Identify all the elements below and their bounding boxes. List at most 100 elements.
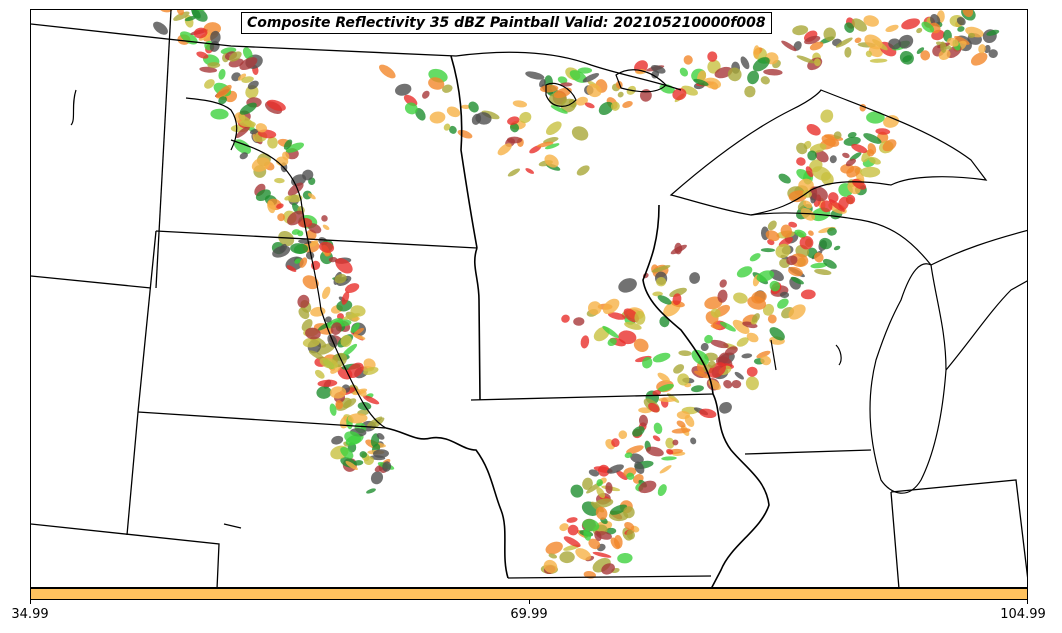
paintball-blob-469 xyxy=(673,364,685,374)
paintball-blob-639 xyxy=(901,18,920,30)
paintball-blob-84 xyxy=(245,85,259,99)
paintball-blob-775 xyxy=(659,316,670,328)
paintball-blob-409 xyxy=(760,248,775,253)
paintball-blob-556 xyxy=(812,166,831,181)
paintball-blob-75 xyxy=(173,11,190,21)
paintball-blob-111 xyxy=(196,51,209,59)
paintball-blob-185 xyxy=(376,433,385,440)
paintball-blob-381 xyxy=(653,422,663,435)
paintball-blob-539 xyxy=(707,360,716,369)
lake-huron-shore xyxy=(930,229,1027,266)
boundary-ia-mo xyxy=(507,575,712,579)
colorbar-tick-mark-2 xyxy=(1027,600,1028,604)
paintball-blob-593 xyxy=(844,22,855,33)
paintball-blob-403 xyxy=(808,230,814,236)
paintball-blob-179 xyxy=(191,10,201,19)
paintball-blob-518 xyxy=(788,266,803,277)
paintball-blob-618 xyxy=(760,76,770,85)
paintball-blob-392 xyxy=(767,314,777,324)
paintball-blob-145 xyxy=(307,193,316,200)
paintball-blob-413 xyxy=(723,379,733,389)
paintball-blob-759 xyxy=(602,325,619,339)
paintball-blob-399 xyxy=(733,292,748,304)
paintball-blob-306 xyxy=(734,371,744,380)
paintball-blob-773 xyxy=(607,338,617,347)
paintball-blob-778 xyxy=(618,278,637,293)
paintball-blob-685 xyxy=(986,29,1000,36)
paintball-blob-397 xyxy=(699,408,717,419)
paintball-blob-114 xyxy=(237,73,247,81)
paintball-blob-674 xyxy=(693,78,709,86)
paintball-blob-681 xyxy=(864,34,883,50)
paintball-blob-774 xyxy=(672,293,682,306)
paintball-blob-214 xyxy=(239,120,256,128)
paintball-blob-336 xyxy=(719,401,732,414)
paintball-blob-529 xyxy=(595,506,608,520)
paintball-blob-554 xyxy=(672,439,679,446)
paintball-blob-419 xyxy=(788,221,798,228)
paintball-blob-423 xyxy=(799,235,814,250)
paintball-blob-741 xyxy=(573,317,585,326)
lake-red xyxy=(615,69,667,93)
paintball-blob-229 xyxy=(319,241,335,253)
paintball-blob-164 xyxy=(294,258,301,264)
paintball-blob-591 xyxy=(970,52,988,66)
paintball-blob-52 xyxy=(250,128,259,135)
paintball-blob-193 xyxy=(367,416,383,427)
paintball-blob-198 xyxy=(305,327,321,340)
paintball-blob-652 xyxy=(744,85,756,98)
paintball-blob-506 xyxy=(828,192,839,203)
paintball-blob-728 xyxy=(461,104,471,110)
paintball-blob-524 xyxy=(786,255,798,266)
map-svg xyxy=(31,10,1027,587)
paintball-blob-502 xyxy=(760,355,772,366)
paintball-blob-73 xyxy=(331,435,344,445)
boundary-in-il xyxy=(890,491,900,587)
paintball-blob-768 xyxy=(656,276,667,287)
paintball-blob-722 xyxy=(395,83,412,96)
paintball-blob-305 xyxy=(659,465,672,474)
paintball-blob-447 xyxy=(543,559,558,574)
paintball-blob-304 xyxy=(756,350,771,359)
paintball-blob-637 xyxy=(968,32,976,38)
paintball-blob-547 xyxy=(648,402,660,413)
paintball-blob-528 xyxy=(570,484,584,498)
paintball-blob-436 xyxy=(676,420,686,428)
paintball-blob-174 xyxy=(272,245,291,258)
paintball-blob-249 xyxy=(341,291,350,305)
paintball-blob-688 xyxy=(978,44,986,54)
paintball-blob-296 xyxy=(691,385,704,393)
paintball-blob-555 xyxy=(638,414,649,427)
boundary-nd-mn-west xyxy=(450,55,478,249)
paintball-blob-538 xyxy=(710,323,722,330)
paintball-blob-398 xyxy=(767,220,777,231)
boundary-ne-ia-river xyxy=(385,427,509,579)
paintball-blob-635 xyxy=(938,49,951,61)
paintball-blob-431 xyxy=(545,541,563,555)
paintball-blob-444 xyxy=(710,308,721,318)
paintball-blob-461 xyxy=(588,469,600,477)
paintball-blob-715 xyxy=(506,136,523,144)
paintball-blob-510 xyxy=(724,346,738,356)
paintball-blob-758 xyxy=(651,265,671,273)
paintball-blob-595 xyxy=(809,41,824,51)
paintball-blob-233 xyxy=(239,152,248,160)
paintball-blob-227 xyxy=(352,388,368,396)
paintball-blob-534 xyxy=(710,339,729,349)
paintball-blob-516 xyxy=(756,270,775,282)
paintball-blob-707 xyxy=(544,143,560,150)
paintball-blob-779 xyxy=(674,242,683,255)
paintball-blob-577 xyxy=(740,56,750,70)
paintball-blob-760 xyxy=(657,295,672,305)
paintball-blob-544 xyxy=(646,446,664,457)
lake-michigan xyxy=(869,263,947,494)
paintball-blob-76 xyxy=(362,395,380,405)
paintball-blob-360 xyxy=(843,136,861,146)
paintball-blob-667 xyxy=(598,101,614,115)
paintball-blob-236 xyxy=(215,84,232,99)
boundary-wy-sd xyxy=(137,230,157,413)
paintball-blob-697 xyxy=(940,41,947,53)
paintball-blob-387 xyxy=(788,304,806,320)
paintball-blob-552 xyxy=(548,553,558,559)
paintball-blob-764 xyxy=(652,352,671,363)
